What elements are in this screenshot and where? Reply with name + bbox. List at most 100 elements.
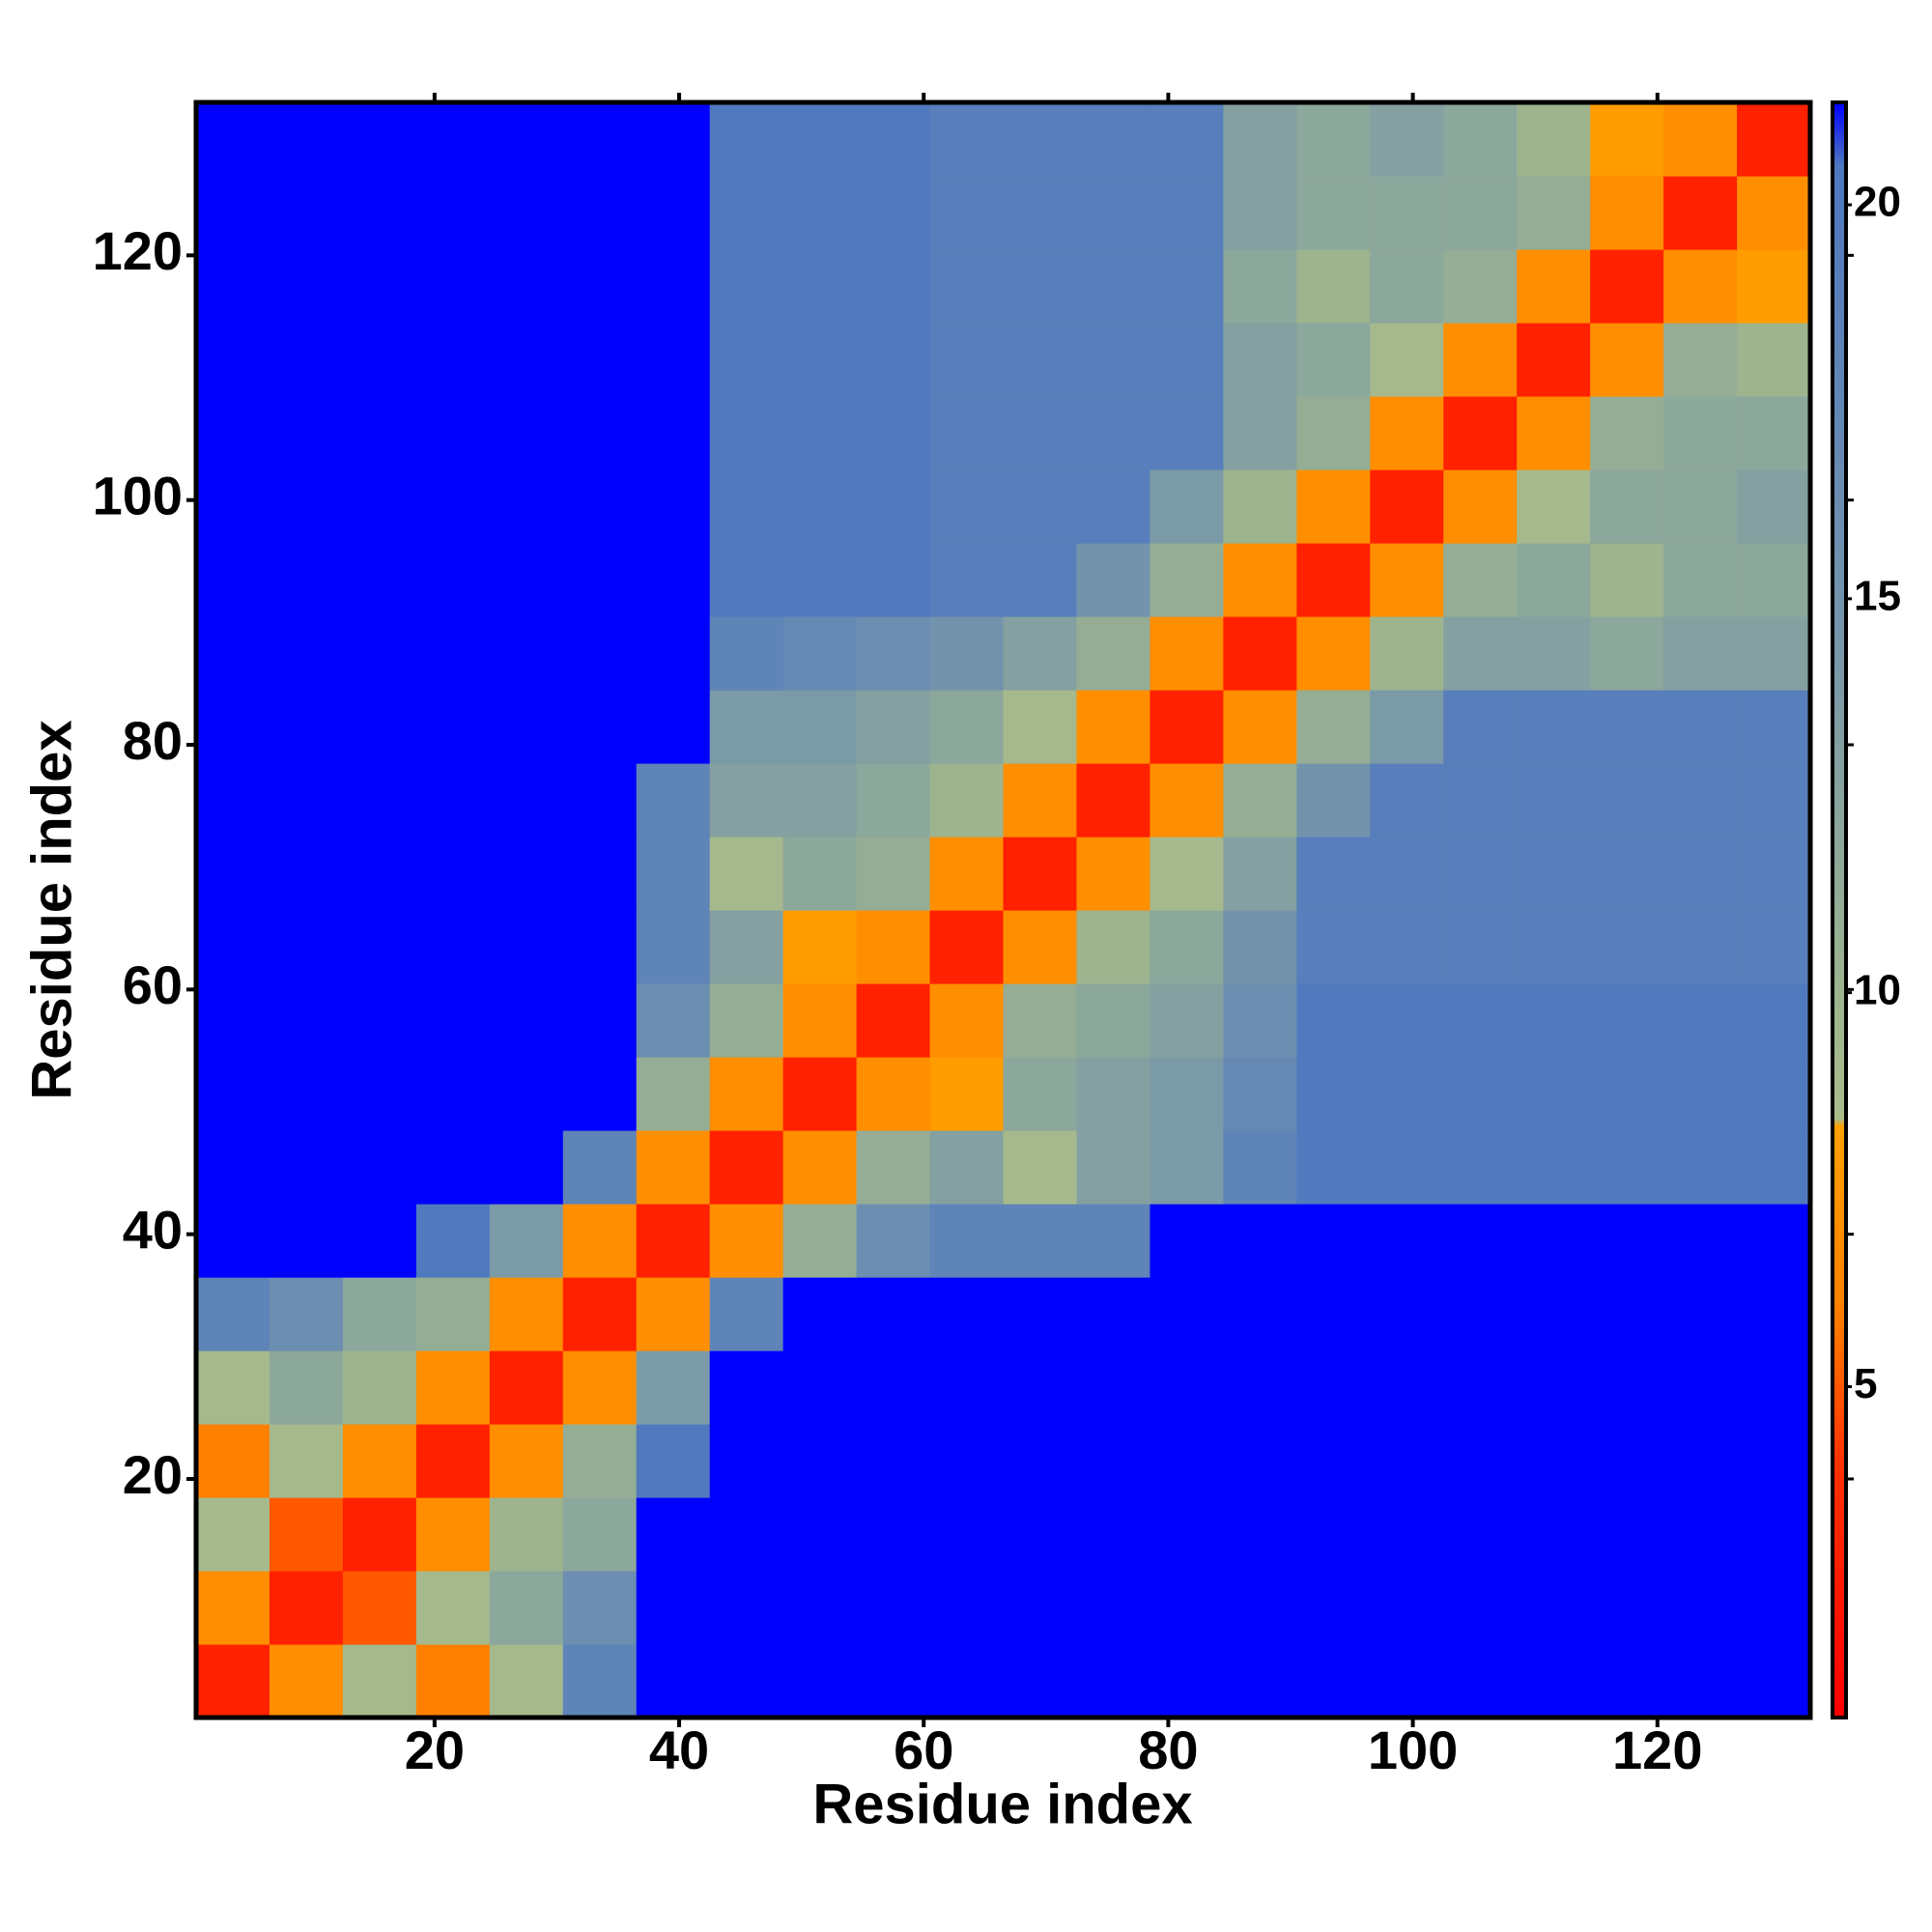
heatmap-cell xyxy=(1150,910,1224,984)
heatmap-cell xyxy=(269,1571,344,1645)
heatmap-cell xyxy=(636,690,711,764)
heatmap-cell xyxy=(709,102,784,177)
heatmap-cell xyxy=(782,1204,858,1278)
heatmap-cell xyxy=(342,543,417,617)
heatmap-cell xyxy=(1003,690,1078,764)
heatmap-cell xyxy=(1370,1644,1444,1719)
heatmap-cell xyxy=(1517,1204,1591,1278)
heatmap-cell xyxy=(1370,323,1444,397)
heatmap-cell xyxy=(709,983,784,1058)
heatmap-cell xyxy=(636,1204,711,1278)
heatmap-cell xyxy=(1296,690,1371,764)
heatmap-cell xyxy=(1443,323,1518,397)
heatmap-cell xyxy=(1150,1571,1224,1645)
heatmap-cell xyxy=(709,543,784,617)
heatmap-cell xyxy=(1663,1057,1738,1131)
heatmap-cell xyxy=(1223,176,1297,250)
heatmap-cell xyxy=(1150,1644,1224,1719)
heatmap-cell xyxy=(1223,543,1297,617)
heatmap-cell xyxy=(196,910,270,984)
heatmap-cell xyxy=(196,763,270,838)
heatmap-cell xyxy=(1370,102,1444,177)
heatmap-cell xyxy=(342,102,417,177)
heatmap-cell xyxy=(636,249,711,324)
heatmap-cell xyxy=(709,469,784,544)
heatmap-cell xyxy=(709,323,784,397)
heatmap-cell xyxy=(636,1277,711,1351)
x-axis-title: Residue index xyxy=(812,1773,1192,1835)
heatmap-cell xyxy=(1590,763,1664,838)
heatmap-cell xyxy=(1076,396,1151,470)
heatmap-cell xyxy=(196,543,270,617)
heatmap-cell xyxy=(782,837,858,911)
heatmap-cell xyxy=(1223,1644,1297,1719)
heatmap-cell xyxy=(1370,910,1444,984)
heatmap-cell xyxy=(1003,102,1078,177)
heatmap-cell xyxy=(489,983,564,1058)
heatmap-cell xyxy=(415,1497,491,1572)
heatmap-cell xyxy=(1443,543,1518,617)
heatmap-cell xyxy=(709,1497,784,1572)
heatmap-cell xyxy=(342,837,417,911)
heatmap-cell xyxy=(342,323,417,397)
heatmap-cell xyxy=(1076,837,1151,911)
heatmap-cell xyxy=(782,396,858,470)
heatmap-cell xyxy=(1517,176,1591,250)
heatmap-cell xyxy=(709,763,784,838)
heatmap-cell xyxy=(562,616,638,691)
heatmap-cell xyxy=(415,1644,491,1719)
heatmap-cell xyxy=(562,1350,638,1425)
heatmap-cell xyxy=(1443,763,1518,838)
heatmap-cell xyxy=(1223,1497,1297,1572)
heatmap-cell xyxy=(709,1424,784,1498)
heatmap-cell xyxy=(1370,1057,1444,1131)
heatmap-cell xyxy=(1296,1571,1371,1645)
heatmap-cell xyxy=(1443,1277,1518,1351)
heatmap-cell xyxy=(1150,1204,1224,1278)
heatmap-cell xyxy=(1296,543,1371,617)
heatmap-cell xyxy=(489,249,564,324)
heatmap-cell xyxy=(269,176,344,250)
heatmap-cell xyxy=(1370,543,1444,617)
heatmap-cell xyxy=(1223,690,1297,764)
heatmap-cell xyxy=(1370,1497,1444,1572)
heatmap-cell xyxy=(562,1130,638,1205)
heatmap-cell xyxy=(342,1350,417,1425)
heatmap-cell xyxy=(1590,1497,1664,1572)
heatmap-cell xyxy=(636,1130,711,1205)
x-tick-label: 20 xyxy=(405,1719,465,1780)
heatmap-cell xyxy=(782,469,858,544)
heatmap-cell xyxy=(636,983,711,1058)
heatmap-cell xyxy=(415,837,491,911)
heatmap-cell xyxy=(1663,763,1738,838)
heatmap-cell xyxy=(1590,1277,1664,1351)
heatmap-cell xyxy=(196,1277,270,1351)
heatmap-cell xyxy=(1443,469,1518,544)
heatmap-cell xyxy=(1076,1644,1151,1719)
heatmap-cell xyxy=(709,1644,784,1719)
x-tick-label: 40 xyxy=(649,1719,709,1780)
heatmap-cell xyxy=(1003,1497,1078,1572)
heatmap-cell xyxy=(562,910,638,984)
heatmap-cell xyxy=(636,616,711,691)
heatmap-cell xyxy=(1517,102,1591,177)
heatmap-cell xyxy=(1590,837,1664,911)
heatmap-cell xyxy=(929,1277,1005,1351)
colorbar-tick-label: 20 xyxy=(1854,179,1901,226)
heatmap-cell xyxy=(1443,1424,1518,1498)
heatmap-cell xyxy=(1370,176,1444,250)
heatmap-cell xyxy=(1150,1497,1224,1572)
heatmap-cell xyxy=(1150,469,1224,544)
heatmap-cell xyxy=(1590,1571,1664,1645)
heatmap-cell xyxy=(1590,249,1664,324)
heatmap-cell xyxy=(1296,1204,1371,1278)
heatmap-cell xyxy=(782,1571,858,1645)
heatmap-cell xyxy=(856,1130,931,1205)
heatmap-cell xyxy=(856,690,931,764)
heatmap-cell xyxy=(196,249,270,324)
heatmap-cell xyxy=(562,983,638,1058)
heatmap-cell xyxy=(1296,176,1371,250)
heatmap-cell xyxy=(489,1497,564,1572)
heatmap-cell xyxy=(1663,616,1738,691)
